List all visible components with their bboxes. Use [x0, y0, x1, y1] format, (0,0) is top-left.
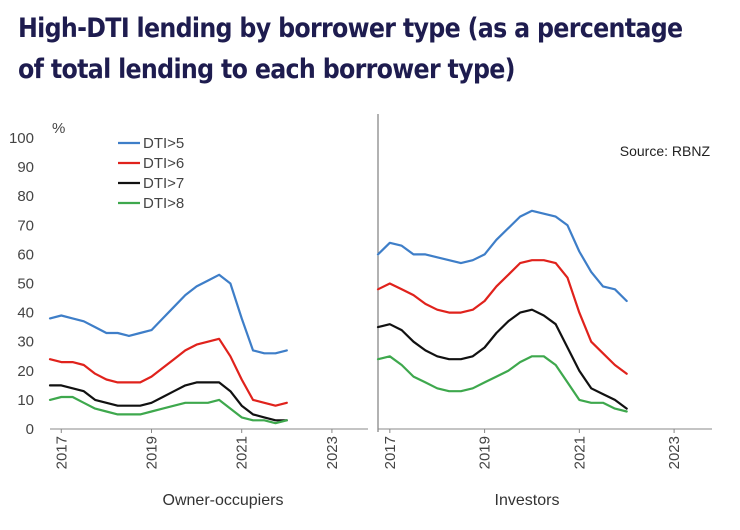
y-tick-label: 0 — [26, 421, 34, 438]
x-tick-label: 2019 — [143, 436, 160, 469]
y-tick-label: 20 — [17, 363, 34, 380]
y-tick-label: 100 — [9, 130, 34, 147]
chart-title: High-DTI lending by borrower type (as a … — [18, 8, 683, 90]
y-tick-label: 90 — [17, 159, 34, 176]
x-tick-label: 2021 — [234, 436, 251, 469]
y-tick-label: 60 — [17, 246, 34, 263]
y-tick-label: 30 — [17, 334, 34, 351]
series-line-investors-dti7 — [376, 308, 628, 410]
source-note: Source: RBNZ — [620, 143, 711, 159]
series-line-investors-dti8 — [376, 355, 628, 413]
y-unit-label: % — [52, 120, 65, 137]
x-tick-label: 2019 — [477, 436, 494, 469]
y-tick-label: 70 — [17, 217, 34, 234]
series-line-owner-occupiers-dti7 — [48, 381, 288, 422]
series-line-investors-dti5 — [376, 209, 628, 303]
panel-label: Owner-occupiers — [163, 492, 284, 509]
chart-title-line-1: High-DTI lending by borrower type (as a … — [18, 13, 683, 44]
y-tick-label: 80 — [17, 188, 34, 205]
x-tick-label: 2023 — [666, 436, 683, 469]
series-line-owner-occupiers-dti6 — [48, 337, 288, 407]
chart-title-line-2: of total lending to each borrower type) — [18, 54, 516, 85]
legend-label: DTI>6 — [143, 155, 184, 172]
x-tick-label: 2023 — [324, 436, 341, 469]
x-tick-label: 2021 — [571, 436, 588, 469]
x-tick-label: 2017 — [53, 436, 70, 469]
panel-label: Investors — [495, 492, 560, 509]
series-line-owner-occupiers-dti5 — [48, 273, 288, 355]
legend-label: DTI>5 — [143, 135, 184, 152]
y-tick-label: 50 — [17, 276, 34, 293]
x-tick-label: 2017 — [382, 436, 399, 469]
y-tick-label: 10 — [17, 392, 34, 409]
series-line-investors-dti6 — [376, 259, 628, 375]
legend-label: DTI>7 — [143, 175, 184, 192]
y-tick-label: 40 — [17, 305, 34, 322]
series-line-owner-occupiers-dti8 — [48, 395, 288, 425]
legend-label: DTI>8 — [143, 195, 184, 212]
